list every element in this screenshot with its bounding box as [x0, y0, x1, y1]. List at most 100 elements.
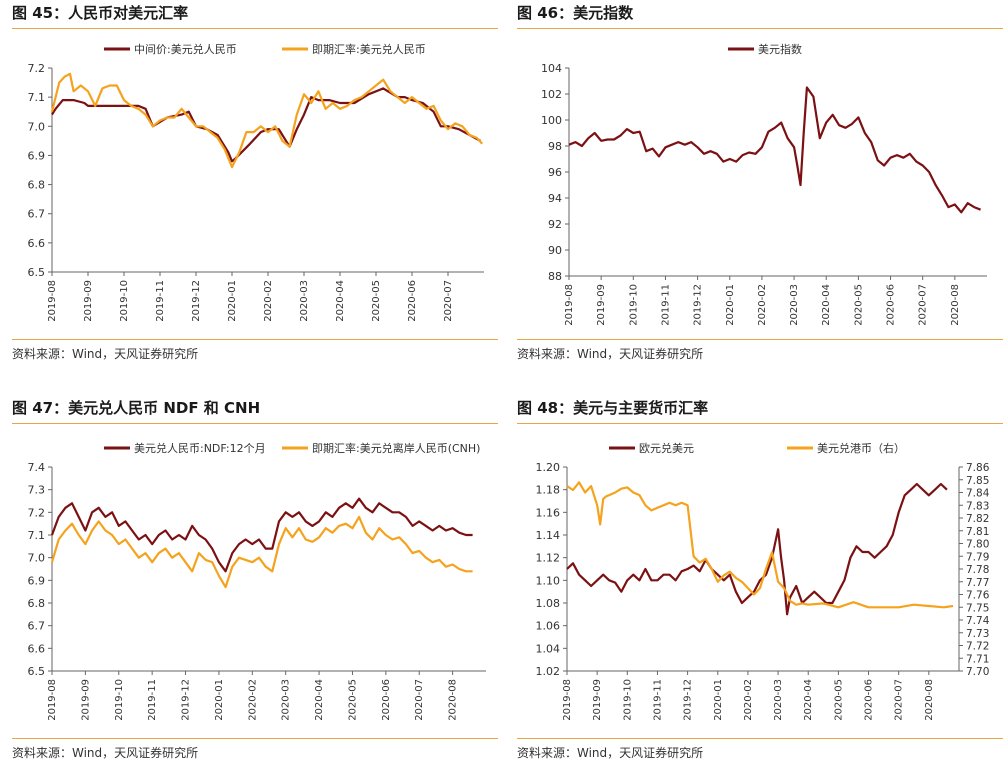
x-tick-label: 2019-10 [114, 679, 125, 721]
x-tick-label: 2020-04 [314, 679, 325, 721]
y-tick-label: 1.06 [536, 620, 561, 633]
y2-tick-label: 7.78 [966, 564, 989, 576]
y-tick-label: 7.2 [28, 62, 46, 75]
x-tick-label: 2019-10 [622, 679, 633, 721]
x-tick-label: 2019-11 [155, 280, 166, 322]
x-tick-label: 2020-08 [950, 284, 961, 326]
x-tick-label: 2020-03 [281, 679, 292, 721]
y2-tick-label: 7.73 [966, 628, 989, 640]
x-tick-label: 2019-09 [83, 280, 94, 322]
x-tick-label: 2020-06 [407, 280, 418, 322]
y2-tick-label: 7.82 [966, 513, 989, 525]
x-tick-label: 2019-08 [47, 280, 58, 322]
y-tick-label: 1.08 [536, 597, 561, 610]
x-tick-label: 2020-03 [789, 284, 800, 326]
y-tick-label: 6.7 [28, 620, 46, 633]
y-tick-label: 7.2 [28, 506, 46, 519]
panel-fig48: 图 48：美元与主要货币汇率 1.02 1.04 1.06 1.08 1.10 1.12 1… [517, 397, 1003, 767]
series-line-2 [50, 72, 484, 169]
x-tick-label: 2020-06 [886, 284, 897, 326]
x-tick-label: 2020-04 [821, 284, 832, 326]
x-tick-label: 2020-03 [299, 280, 310, 322]
y2-tick-label: 7.72 [966, 641, 989, 653]
y-tick-label: 6.8 [28, 597, 46, 610]
x-tick-label: 2020-02 [247, 679, 258, 721]
y2-tick-label: 7.79 [966, 551, 989, 563]
y-tick-label: 1.16 [536, 506, 561, 519]
series-line-2 [566, 481, 954, 609]
legend-label: 美元指数 [758, 42, 802, 56]
y2-tick-label: 7.85 [966, 475, 989, 487]
source-divider [12, 738, 498, 739]
x-tick-label: 2020-05 [833, 679, 844, 721]
x-tick-label: 2020-06 [381, 679, 392, 721]
y-tick-label: 100 [541, 114, 562, 127]
source-divider [517, 339, 1003, 340]
y2-tick-label: 7.80 [966, 539, 989, 551]
x-tick-label: 2019-12 [181, 679, 192, 721]
legend-label: 中间价:美元兑人民币 [134, 42, 237, 56]
title-divider [12, 423, 498, 424]
series-line-2 [50, 515, 473, 589]
x-tick-label: 2019-11 [147, 679, 158, 721]
chart-fig45: 6.5 6.6 6.7 6.8 6.9 7.0 7.1 7.2 2019-08 2019-09 20… [28, 42, 484, 322]
y2-tick-label: 7.76 [966, 590, 990, 602]
y2-tick-label: 7.83 [966, 500, 989, 512]
x-tick-label: 2019-09 [592, 679, 603, 721]
x-tick-label: 2019-08 [564, 284, 575, 326]
y-tick-label: 7.4 [28, 461, 46, 474]
y2-tick-label: 7.81 [966, 526, 989, 538]
y-tick-label: 7.1 [28, 91, 46, 104]
legend-label: 美元兑人民币:NDF:12个月 [134, 441, 266, 455]
y2-tick-label: 7.71 [966, 653, 989, 665]
x-tick-label: 2019-10 [119, 280, 130, 322]
y-tick-label: 6.6 [28, 642, 46, 655]
y-tick-label: 1.12 [536, 552, 561, 565]
x-tick-label: 2019-09 [80, 679, 91, 721]
panel-fig46: 图 46：美元指数 88 90 92 94 96 98 100 102 104 2019-08 20… [517, 2, 1003, 372]
y-tick-label: 6.5 [28, 266, 46, 279]
y-tick-label: 104 [541, 62, 562, 75]
chart-title: 图 48：美元与主要货币汇率 [517, 399, 709, 417]
x-tick-label: 2020-02 [757, 284, 768, 326]
x-tick-label: 2020-08 [448, 679, 459, 721]
y-tick-label: 1.02 [536, 665, 561, 678]
legend-label: 即期汇率:美元兑人民币 [312, 42, 426, 56]
source-note: 资料来源：Wind，天风证券研究所 [12, 746, 199, 760]
x-tick-label: 2019-12 [191, 280, 202, 322]
title-divider [12, 28, 498, 29]
chart-title: 图 46：美元指数 [517, 4, 634, 22]
x-tick-label: 2019-12 [683, 679, 694, 721]
source-note: 资料来源：Wind，天风证券研究所 [517, 746, 704, 760]
x-tick-label: 2020-08 [924, 679, 935, 721]
chart-title: 图 47：美元兑人民币 NDF 和 CNH [12, 399, 261, 417]
title-divider [517, 423, 1003, 424]
x-tick-label: 2019-10 [628, 284, 639, 326]
source-note: 资料来源：Wind，天风证券研究所 [517, 347, 704, 361]
y-tick-label: 6.9 [28, 574, 46, 587]
y-tick-label: 98 [548, 140, 562, 153]
x-tick-label: 2020-07 [894, 679, 905, 721]
x-tick-label: 2020-07 [414, 679, 425, 721]
x-tick-label: 2019-08 [562, 679, 573, 721]
legend-label: 欧元兑美元 [639, 441, 694, 455]
x-tick-label: 2020-05 [347, 679, 358, 721]
y-tick-label: 90 [548, 244, 562, 257]
x-tick-label: 2020-01 [214, 679, 225, 721]
chart-fig48: 1.02 1.04 1.06 1.08 1.10 1.12 1.14 1.16 1.18 1.20… [536, 441, 990, 721]
x-tick-label: 2020-05 [371, 280, 382, 322]
x-tick-label: 2020-01 [227, 280, 238, 322]
title-divider [517, 28, 1003, 29]
series-line-1 [51, 87, 481, 163]
x-tick-label: 2019-11 [652, 679, 663, 721]
y-tick-label: 1.20 [536, 461, 561, 474]
source-note: 资料来源：Wind，天风证券研究所 [12, 347, 199, 361]
y-tick-label: 1.14 [536, 529, 561, 542]
series-line-1 [50, 497, 473, 573]
y-tick-label: 96 [548, 166, 562, 179]
y-tick-label: 88 [548, 270, 562, 283]
y-tick-label: 6.6 [28, 237, 46, 250]
y-tick-label: 6.5 [28, 665, 46, 678]
chart-title: 图 45：人民币对美元汇率 [12, 4, 189, 22]
y2-tick-label: 7.74 [966, 615, 990, 627]
